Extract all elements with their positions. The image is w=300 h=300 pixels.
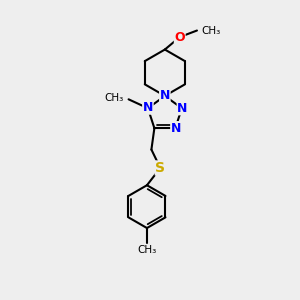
Text: CH₃: CH₃ — [137, 245, 157, 255]
Text: N: N — [160, 89, 170, 102]
Text: N: N — [177, 102, 188, 115]
Text: N: N — [143, 101, 153, 114]
Text: N: N — [171, 122, 181, 135]
Text: O: O — [174, 31, 185, 44]
Text: CH₃: CH₃ — [201, 26, 221, 35]
Text: S: S — [155, 161, 165, 175]
Text: CH₃: CH₃ — [104, 92, 123, 103]
